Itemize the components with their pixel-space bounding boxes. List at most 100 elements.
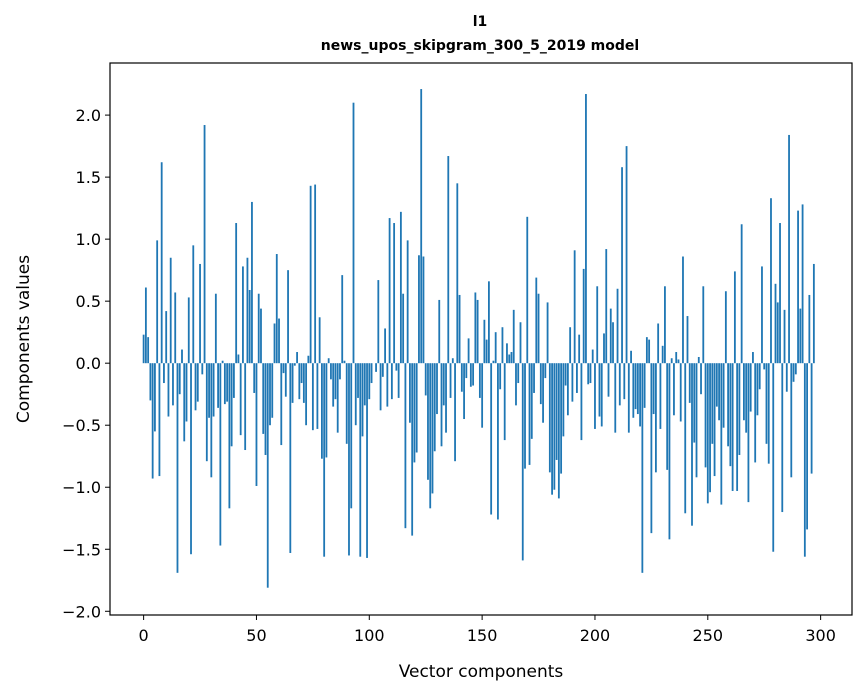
- bar-103: [375, 363, 377, 372]
- bar-47: [248, 290, 251, 364]
- bar-218: [634, 363, 637, 410]
- bar-258: [724, 291, 727, 364]
- bar-222: [643, 363, 646, 408]
- bar-211: [618, 363, 621, 406]
- bar-283: [781, 363, 784, 513]
- bar-14: [174, 292, 177, 364]
- bar-157: [497, 363, 499, 520]
- bar-217: [632, 363, 635, 418]
- y-tick-label-7: 1.5: [76, 168, 101, 187]
- bar-273: [758, 363, 761, 390]
- bar-204: [603, 333, 605, 364]
- chart-subtitle: news_upos_skipgram_300_5_2019 model: [321, 38, 639, 54]
- bar-201: [596, 286, 599, 364]
- bar-196: [585, 94, 587, 364]
- bar-112: [395, 363, 398, 371]
- bar-135: [447, 156, 450, 364]
- bar-57: [271, 363, 274, 418]
- bar-159: [501, 327, 504, 364]
- bar-240: [684, 363, 687, 514]
- bar-166: [517, 363, 520, 384]
- bar-293: [803, 363, 806, 557]
- bar-38: [228, 363, 231, 509]
- bar-198: [589, 363, 592, 384]
- bar-132: [440, 363, 443, 447]
- bar-5: [154, 363, 156, 432]
- bar-72: [305, 363, 308, 426]
- bar-96: [359, 363, 362, 557]
- bar-174: [535, 277, 538, 364]
- bar-190: [571, 363, 574, 402]
- bar-70: [300, 363, 303, 384]
- bar-199: [591, 349, 594, 364]
- bar-51: [257, 293, 260, 364]
- y-tick-label-2: −1.0: [62, 478, 101, 497]
- bar-78: [318, 317, 321, 364]
- y-tick-label-0: −2.0: [62, 602, 101, 621]
- bar-182: [553, 363, 556, 490]
- bar-17: [181, 349, 183, 364]
- bar-266: [743, 363, 745, 421]
- bar-55: [266, 363, 269, 588]
- bar-236: [675, 352, 678, 364]
- bar-104: [377, 280, 380, 364]
- bar-74: [309, 185, 312, 364]
- bar-46: [246, 257, 249, 364]
- bar-73: [307, 355, 310, 364]
- bar-138: [454, 363, 456, 462]
- bar-188: [566, 363, 569, 416]
- bar-41: [235, 223, 238, 364]
- bar-205: [605, 249, 608, 364]
- bar-194: [580, 363, 583, 441]
- bar-161: [506, 343, 508, 364]
- bar-52: [260, 308, 262, 364]
- bar-9: [163, 363, 165, 384]
- bar-59: [275, 254, 278, 364]
- x-tick-label-0: 0: [139, 626, 149, 645]
- bar-280: [774, 283, 777, 364]
- bar-6: [156, 240, 159, 364]
- y-tick-label-5: 0.5: [76, 292, 101, 311]
- bar-77: [316, 363, 319, 429]
- bar-23: [194, 363, 197, 411]
- bar-33: [217, 363, 219, 408]
- bar-162: [508, 354, 511, 364]
- bar-252: [711, 363, 714, 444]
- bar-24: [196, 363, 199, 402]
- bar-0: [142, 334, 145, 364]
- bar-278: [770, 198, 772, 364]
- bar-83: [330, 363, 332, 380]
- bar-264: [738, 363, 741, 455]
- bar-147: [474, 292, 477, 364]
- bar-294: [806, 363, 808, 530]
- bar-207: [609, 308, 612, 364]
- bar-49: [253, 363, 256, 393]
- bar-214: [625, 146, 628, 364]
- bar-255: [718, 363, 720, 421]
- x-tick-label-6: 300: [805, 626, 836, 645]
- bar-68: [296, 352, 298, 364]
- bar-237: [677, 359, 680, 364]
- bar-42: [237, 354, 240, 364]
- bar-142: [463, 363, 465, 420]
- bar-3: [149, 363, 152, 401]
- bar-296: [810, 363, 813, 474]
- bar-268: [747, 363, 750, 503]
- bar-153: [488, 281, 490, 364]
- bar-10: [165, 311, 168, 364]
- bar-292: [801, 204, 804, 364]
- bar-156: [494, 332, 497, 364]
- bar-289: [794, 363, 797, 375]
- bar-193: [578, 334, 581, 364]
- bar-275: [763, 363, 766, 370]
- bar-22: [192, 245, 195, 364]
- x-tick-label-1: 50: [246, 626, 266, 645]
- bar-12: [169, 257, 172, 364]
- chart-title: l1: [473, 14, 488, 30]
- bar-127: [429, 363, 432, 509]
- bar-125: [424, 363, 427, 396]
- bar-44: [242, 266, 244, 364]
- bar-110: [390, 363, 393, 400]
- bar-250: [706, 363, 709, 504]
- bar-65: [289, 363, 292, 553]
